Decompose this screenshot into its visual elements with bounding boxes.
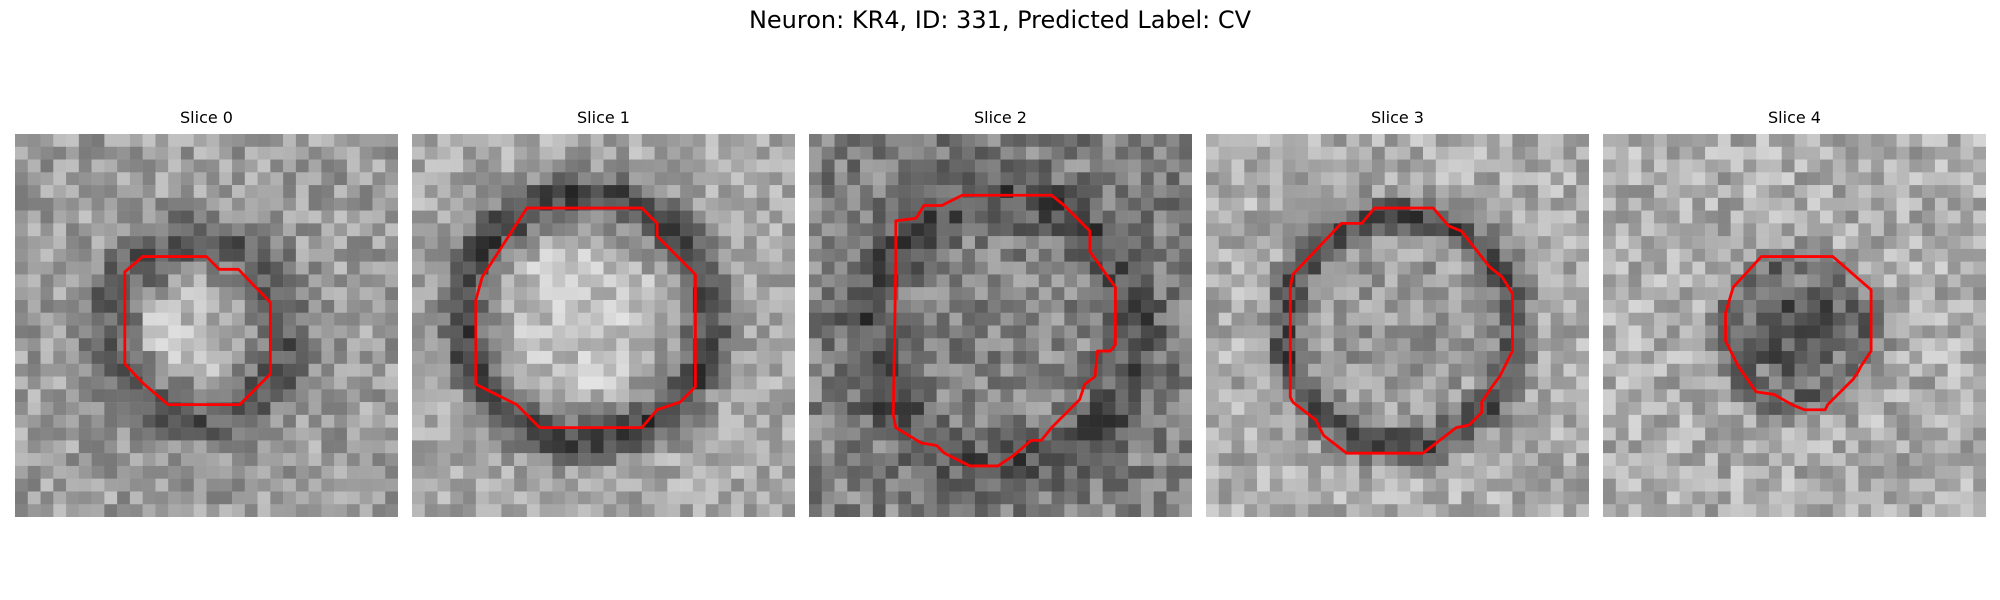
slice-pixels-0 (15, 134, 398, 517)
roi-outline-0 (123, 255, 272, 407)
slice-title-3: Slice 3 (1371, 108, 1424, 127)
slice-image-3 (1206, 134, 1589, 517)
figure-title: Neuron: KR4, ID: 331, Predicted Label: C… (748, 6, 1252, 34)
slice-title-0: Slice 0 (180, 108, 233, 127)
slice-title-4: Slice 4 (1768, 108, 1821, 127)
roi-outline-3 (1288, 206, 1514, 455)
slice-pixels-3 (1206, 134, 1589, 517)
slice-pixels-2 (809, 134, 1192, 517)
slice-image-4 (1603, 134, 1986, 517)
slice-pixels-1 (412, 134, 795, 517)
roi-outline-2 (891, 193, 1117, 468)
roi-outline-1 (474, 206, 697, 430)
slice-title-2: Slice 2 (974, 108, 1027, 127)
roi-outline-4 (1724, 255, 1873, 412)
slice-pixels-4 (1603, 134, 1986, 517)
slice-image-2 (809, 134, 1192, 517)
slice-image-0 (15, 134, 398, 517)
slice-image-1 (412, 134, 795, 517)
slice-title-1: Slice 1 (577, 108, 630, 127)
